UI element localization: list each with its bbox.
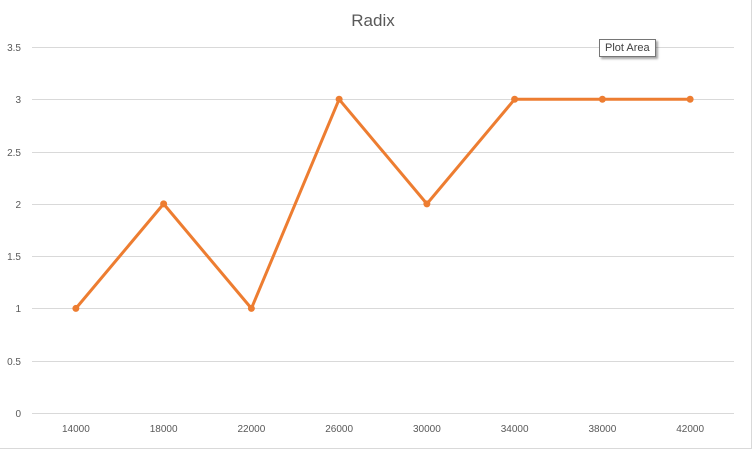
data-point-0-6[interactable] bbox=[598, 95, 606, 103]
y-tick-label-5: 2.5 bbox=[7, 148, 21, 159]
x-tick-label-1: 18000 bbox=[150, 424, 178, 435]
x-tick-label-7: 42000 bbox=[676, 424, 704, 435]
x-tick-label-4: 30000 bbox=[413, 424, 441, 435]
y-tick-label-0: 0 bbox=[15, 409, 21, 420]
y-tick-label-7: 3.5 bbox=[7, 43, 21, 54]
x-tick-label-5: 34000 bbox=[501, 424, 529, 435]
data-point-0-1[interactable] bbox=[160, 200, 168, 208]
x-tick-label-0: 14000 bbox=[62, 424, 90, 435]
data-point-0-3[interactable] bbox=[335, 95, 343, 103]
gridlines bbox=[32, 47, 734, 414]
data-point-0-0[interactable] bbox=[72, 304, 80, 312]
data-point-0-7[interactable] bbox=[686, 95, 694, 103]
data-point-0-5[interactable] bbox=[511, 95, 519, 103]
chart-title[interactable]: Radix bbox=[351, 11, 395, 30]
y-axis-tick-labels: 0 0.5 1 1.5 2 2.5 3 3.5 bbox=[7, 43, 21, 420]
y-tick-label-2: 1 bbox=[15, 304, 21, 315]
x-axis-tick-labels: 14000 18000 22000 26000 30000 34000 38000 42000 bbox=[62, 424, 704, 435]
x-tick-label-6: 38000 bbox=[588, 424, 616, 435]
series-line-0[interactable] bbox=[74, 97, 692, 310]
y-tick-label-3: 1.5 bbox=[7, 252, 21, 263]
x-tick-label-3: 26000 bbox=[325, 424, 353, 435]
x-tick-label-2: 22000 bbox=[237, 424, 265, 435]
plot-area-tooltip: Plot Area bbox=[599, 39, 656, 57]
y-tick-label-4: 2 bbox=[15, 200, 21, 211]
y-tick-label-1: 0.5 bbox=[7, 357, 21, 368]
series-layer[interactable] bbox=[72, 95, 694, 312]
data-point-0-4[interactable] bbox=[423, 200, 431, 208]
data-point-0-2[interactable] bbox=[247, 304, 255, 312]
y-tick-label-6: 3 bbox=[15, 95, 21, 106]
